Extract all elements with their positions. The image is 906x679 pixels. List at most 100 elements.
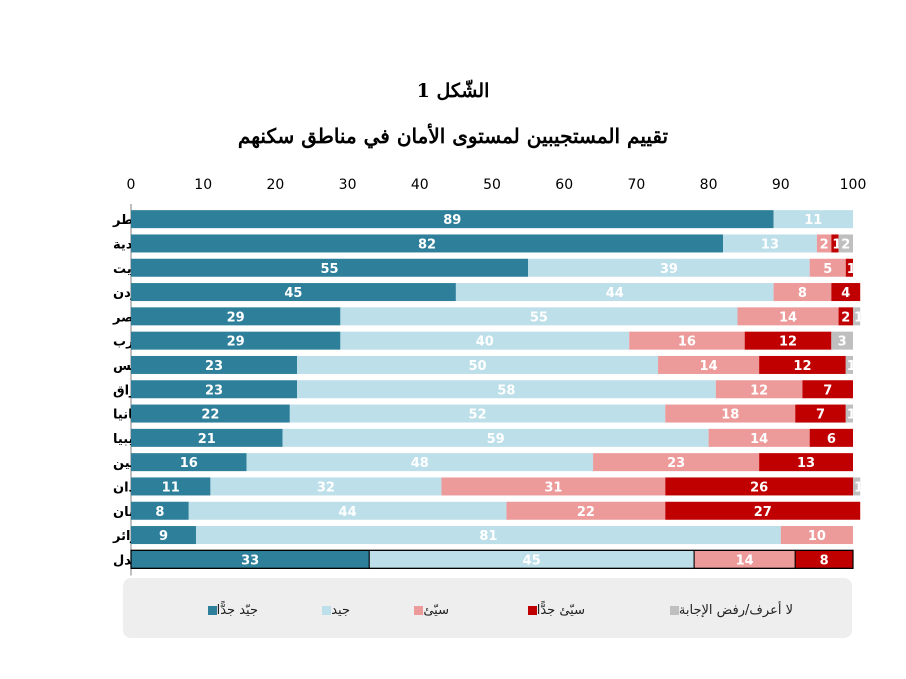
bar-segment	[528, 258, 810, 277]
legend-swatch	[207, 605, 217, 615]
x-tick-label: 70	[627, 177, 645, 193]
bar-segment	[131, 526, 196, 545]
data-label: 1	[854, 480, 863, 495]
bar-segment	[131, 428, 283, 447]
legend-label: سيّئ	[423, 602, 449, 618]
x-tick-label: 20	[266, 177, 284, 193]
legend-label: سيّئ جدًّا	[536, 602, 585, 618]
data-label: 16	[678, 335, 696, 350]
bar-segment	[723, 234, 817, 253]
data-label: 81	[479, 529, 497, 544]
data-label: 33	[241, 553, 259, 568]
bar-segment	[759, 355, 846, 374]
data-label: 52	[469, 408, 487, 423]
bar-segment	[297, 380, 716, 399]
bar-segment	[131, 355, 298, 374]
legend-swatch	[527, 605, 537, 615]
data-label: 1	[832, 237, 841, 252]
bar-segment	[289, 404, 666, 423]
data-label: 23	[667, 456, 685, 471]
bar-segment	[131, 258, 529, 277]
data-label: 0	[854, 213, 863, 228]
data-label: 7	[816, 408, 825, 423]
x-tick-label: 30	[339, 177, 357, 193]
legend	[123, 578, 852, 638]
data-label: 1	[847, 262, 856, 277]
data-label: 29	[227, 335, 245, 350]
bar-segment	[593, 453, 760, 472]
bar-segment	[853, 477, 861, 496]
data-label: 50	[469, 359, 487, 374]
data-label: 7	[823, 383, 832, 398]
data-label: 58	[497, 383, 515, 398]
x-tick-label: 10	[194, 177, 212, 193]
data-label: 2	[820, 237, 829, 252]
data-label: 14	[700, 359, 718, 374]
bar-segment	[744, 331, 832, 350]
data-label: 3	[838, 335, 847, 350]
bar-segment	[838, 234, 853, 253]
bar-segment	[845, 404, 853, 423]
data-label: 9	[159, 529, 168, 544]
bar-segment	[188, 501, 507, 520]
bar-segment	[340, 307, 738, 326]
bar-segment	[665, 501, 861, 520]
x-tick-label: 50	[483, 177, 501, 193]
data-label: 18	[721, 408, 739, 423]
data-label: 22	[201, 408, 219, 423]
data-label: 39	[660, 262, 678, 277]
bar-segment	[131, 283, 456, 302]
bar-segment	[795, 404, 846, 423]
legend-label: جيد	[331, 602, 350, 618]
bar-segment	[845, 355, 853, 374]
bar-segment	[297, 355, 659, 374]
chart-title: تقييم المستجيبين لمستوى الأمان في مناطق …	[237, 124, 669, 148]
data-label: 4	[841, 286, 850, 301]
bar-segment	[816, 234, 832, 253]
data-label: 89	[443, 213, 461, 228]
bar-segment	[665, 477, 853, 496]
bar-segment	[131, 210, 774, 229]
data-label: 26	[750, 480, 768, 495]
data-label: 31	[544, 480, 562, 495]
bar-segment	[809, 428, 853, 447]
data-label: 55	[321, 262, 339, 277]
bar-segment	[506, 501, 666, 520]
bar-segment	[838, 307, 853, 326]
data-label: 23	[205, 359, 223, 374]
legend-item: سيّئ	[407, 600, 449, 620]
data-label: 0	[854, 432, 863, 447]
bar-segment	[831, 331, 853, 350]
bar-segment	[853, 307, 861, 326]
data-label: 55	[530, 310, 548, 325]
figure-number: الشّكل 1	[416, 80, 490, 102]
bar-segment	[708, 428, 810, 447]
x-tick-label: 60	[555, 177, 573, 193]
bar-segment	[131, 501, 189, 520]
bar-segment	[665, 404, 796, 423]
bar-segment	[845, 258, 853, 277]
data-label: 5	[823, 262, 832, 277]
data-label: 8	[798, 286, 807, 301]
bar-segment	[131, 307, 341, 326]
legend-label: جيّد جدًّا	[216, 602, 258, 618]
data-label: 1	[847, 408, 856, 423]
legend-item: سيّئ جدًّا	[521, 600, 585, 620]
data-label: 59	[487, 432, 505, 447]
data-label: 8	[820, 553, 829, 568]
data-label: 8	[155, 505, 164, 520]
data-label: 10	[808, 529, 826, 544]
data-label: 1	[847, 359, 856, 374]
bar-segment	[780, 526, 853, 545]
bar-segment	[773, 210, 853, 229]
data-label: 21	[198, 432, 216, 447]
data-label: 23	[205, 383, 223, 398]
bar-segment	[282, 428, 709, 447]
bar-segment	[715, 380, 803, 399]
bar-segment	[455, 283, 774, 302]
data-label: 12	[750, 383, 768, 398]
bar-segment	[131, 477, 211, 496]
x-tick-label: 80	[700, 177, 718, 193]
data-label: 12	[779, 335, 797, 350]
